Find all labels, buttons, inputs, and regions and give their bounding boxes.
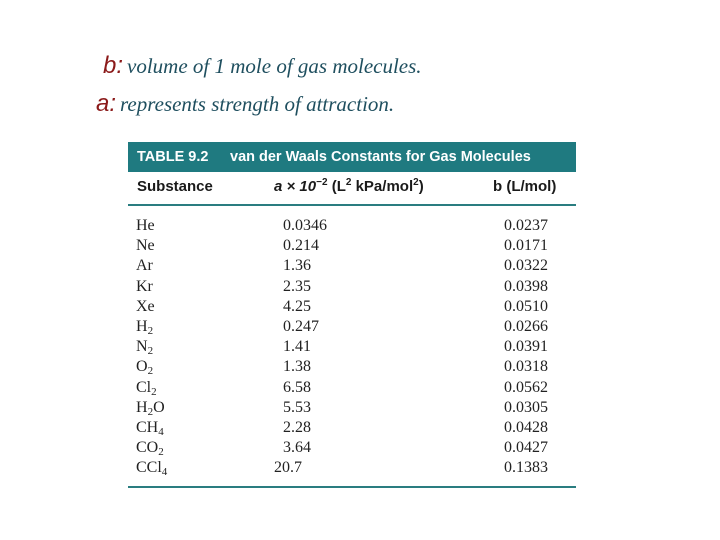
b-value: 0.0322 (504, 257, 548, 275)
substance-formula: CCl4 (136, 459, 168, 479)
van-der-waals-table: TABLE 9.2 van der Waals Constants for Ga… (128, 142, 576, 489)
header-a-unit-1: (L (327, 178, 346, 195)
table-row: Ar 1.36 0.0322 (128, 256, 576, 276)
table-row: CH4 2.28 0.0428 (128, 418, 576, 438)
b-value: 0.1383 (504, 459, 548, 477)
table-row: H2 0.247 0.0266 (128, 317, 576, 337)
b-value: 0.0398 (504, 277, 548, 295)
definition-b-text: volume of 1 mole of gas molecules. (127, 54, 422, 78)
a-value: 20.7 (274, 459, 302, 477)
a-value: 6.58 (283, 378, 311, 396)
table-row: Cl2 6.58 0.0562 (128, 378, 576, 398)
definition-b-symbol: b: (103, 52, 124, 79)
b-value: 0.0428 (504, 418, 548, 436)
header-a-prefix: a × 10 (274, 178, 317, 195)
b-value: 0.0318 (504, 358, 548, 376)
table-row: Xe 4.25 0.0510 (128, 297, 576, 317)
definition-a: a: represents strength of attraction. (96, 90, 394, 118)
substance-formula: Kr (136, 277, 153, 295)
b-value: 0.0266 (504, 317, 548, 335)
table-number: TABLE 9.2 (137, 149, 209, 165)
b-value: 0.0237 (504, 217, 548, 234)
table-column-headers: Substance a × 10−2 (L2 kPa/mol2) b (L/mo… (128, 172, 576, 206)
table-title: van der Waals Constants for Gas Molecule… (230, 149, 531, 165)
substance-formula: Xe (136, 297, 155, 315)
a-value: 2.35 (283, 277, 311, 295)
definition-a-symbol: a: (96, 90, 117, 117)
table-row: He 0.0346 0.0237 (128, 216, 576, 236)
b-value: 0.0171 (504, 237, 548, 255)
a-value: 0.0346 (283, 217, 327, 234)
header-b: b (L/mol) (493, 178, 557, 195)
table-row: CCl4 20.7 0.1383 (128, 458, 576, 478)
definition-a-text: represents strength of attraction. (120, 92, 395, 116)
a-value: 4.25 (283, 297, 311, 315)
header-a: a × 10−2 (L2 kPa/mol2) (274, 177, 424, 196)
b-value: 0.0305 (504, 398, 548, 416)
header-a-unit-2: kPa/mol (351, 178, 414, 195)
a-value: 1.36 (283, 257, 311, 275)
header-a-unit-3: ) (418, 178, 424, 195)
table-title-bar: TABLE 9.2 van der Waals Constants for Ga… (128, 142, 576, 172)
table-row: O2 1.38 0.0318 (128, 357, 576, 377)
substance-formula: Cl2 (136, 378, 157, 398)
a-value: 0.214 (283, 237, 319, 255)
a-value: 0.247 (283, 317, 319, 335)
table-body: He 0.0346 0.0237 Ne 0.214 0.0171 Ar 1.36 0.0322 K… (128, 206, 576, 489)
table-row: H2O 5.53 0.0305 (128, 398, 576, 418)
substance-formula: H2O (136, 398, 165, 418)
substance-formula: N2 (136, 338, 154, 358)
substance-formula: H2 (136, 317, 154, 337)
a-value: 3.64 (283, 439, 311, 457)
b-value: 0.0562 (504, 378, 548, 396)
a-value: 5.53 (283, 398, 311, 416)
table-row: N2 1.41 0.0391 (128, 337, 576, 357)
b-value: 0.0510 (504, 297, 548, 315)
b-value: 0.0391 (504, 338, 548, 356)
substance-formula: He (136, 217, 155, 234)
header-a-exponent: −2 (316, 177, 328, 188)
table-row: Ne 0.214 0.0171 (128, 236, 576, 256)
b-value: 0.0427 (504, 439, 548, 457)
definition-b: b: volume of 1 mole of gas molecules. (103, 52, 422, 80)
a-value: 2.28 (283, 418, 311, 436)
table-row: CO2 3.64 0.0427 (128, 438, 576, 458)
a-value: 1.41 (283, 338, 311, 356)
substance-formula: CO2 (136, 439, 164, 459)
table-row: Kr 2.35 0.0398 (128, 277, 576, 297)
substance-formula: CH4 (136, 418, 164, 438)
a-value: 1.38 (283, 358, 311, 376)
header-substance: Substance (137, 178, 213, 195)
substance-formula: Ar (136, 257, 153, 275)
substance-formula: Ne (136, 237, 155, 255)
substance-formula: O2 (136, 358, 154, 378)
